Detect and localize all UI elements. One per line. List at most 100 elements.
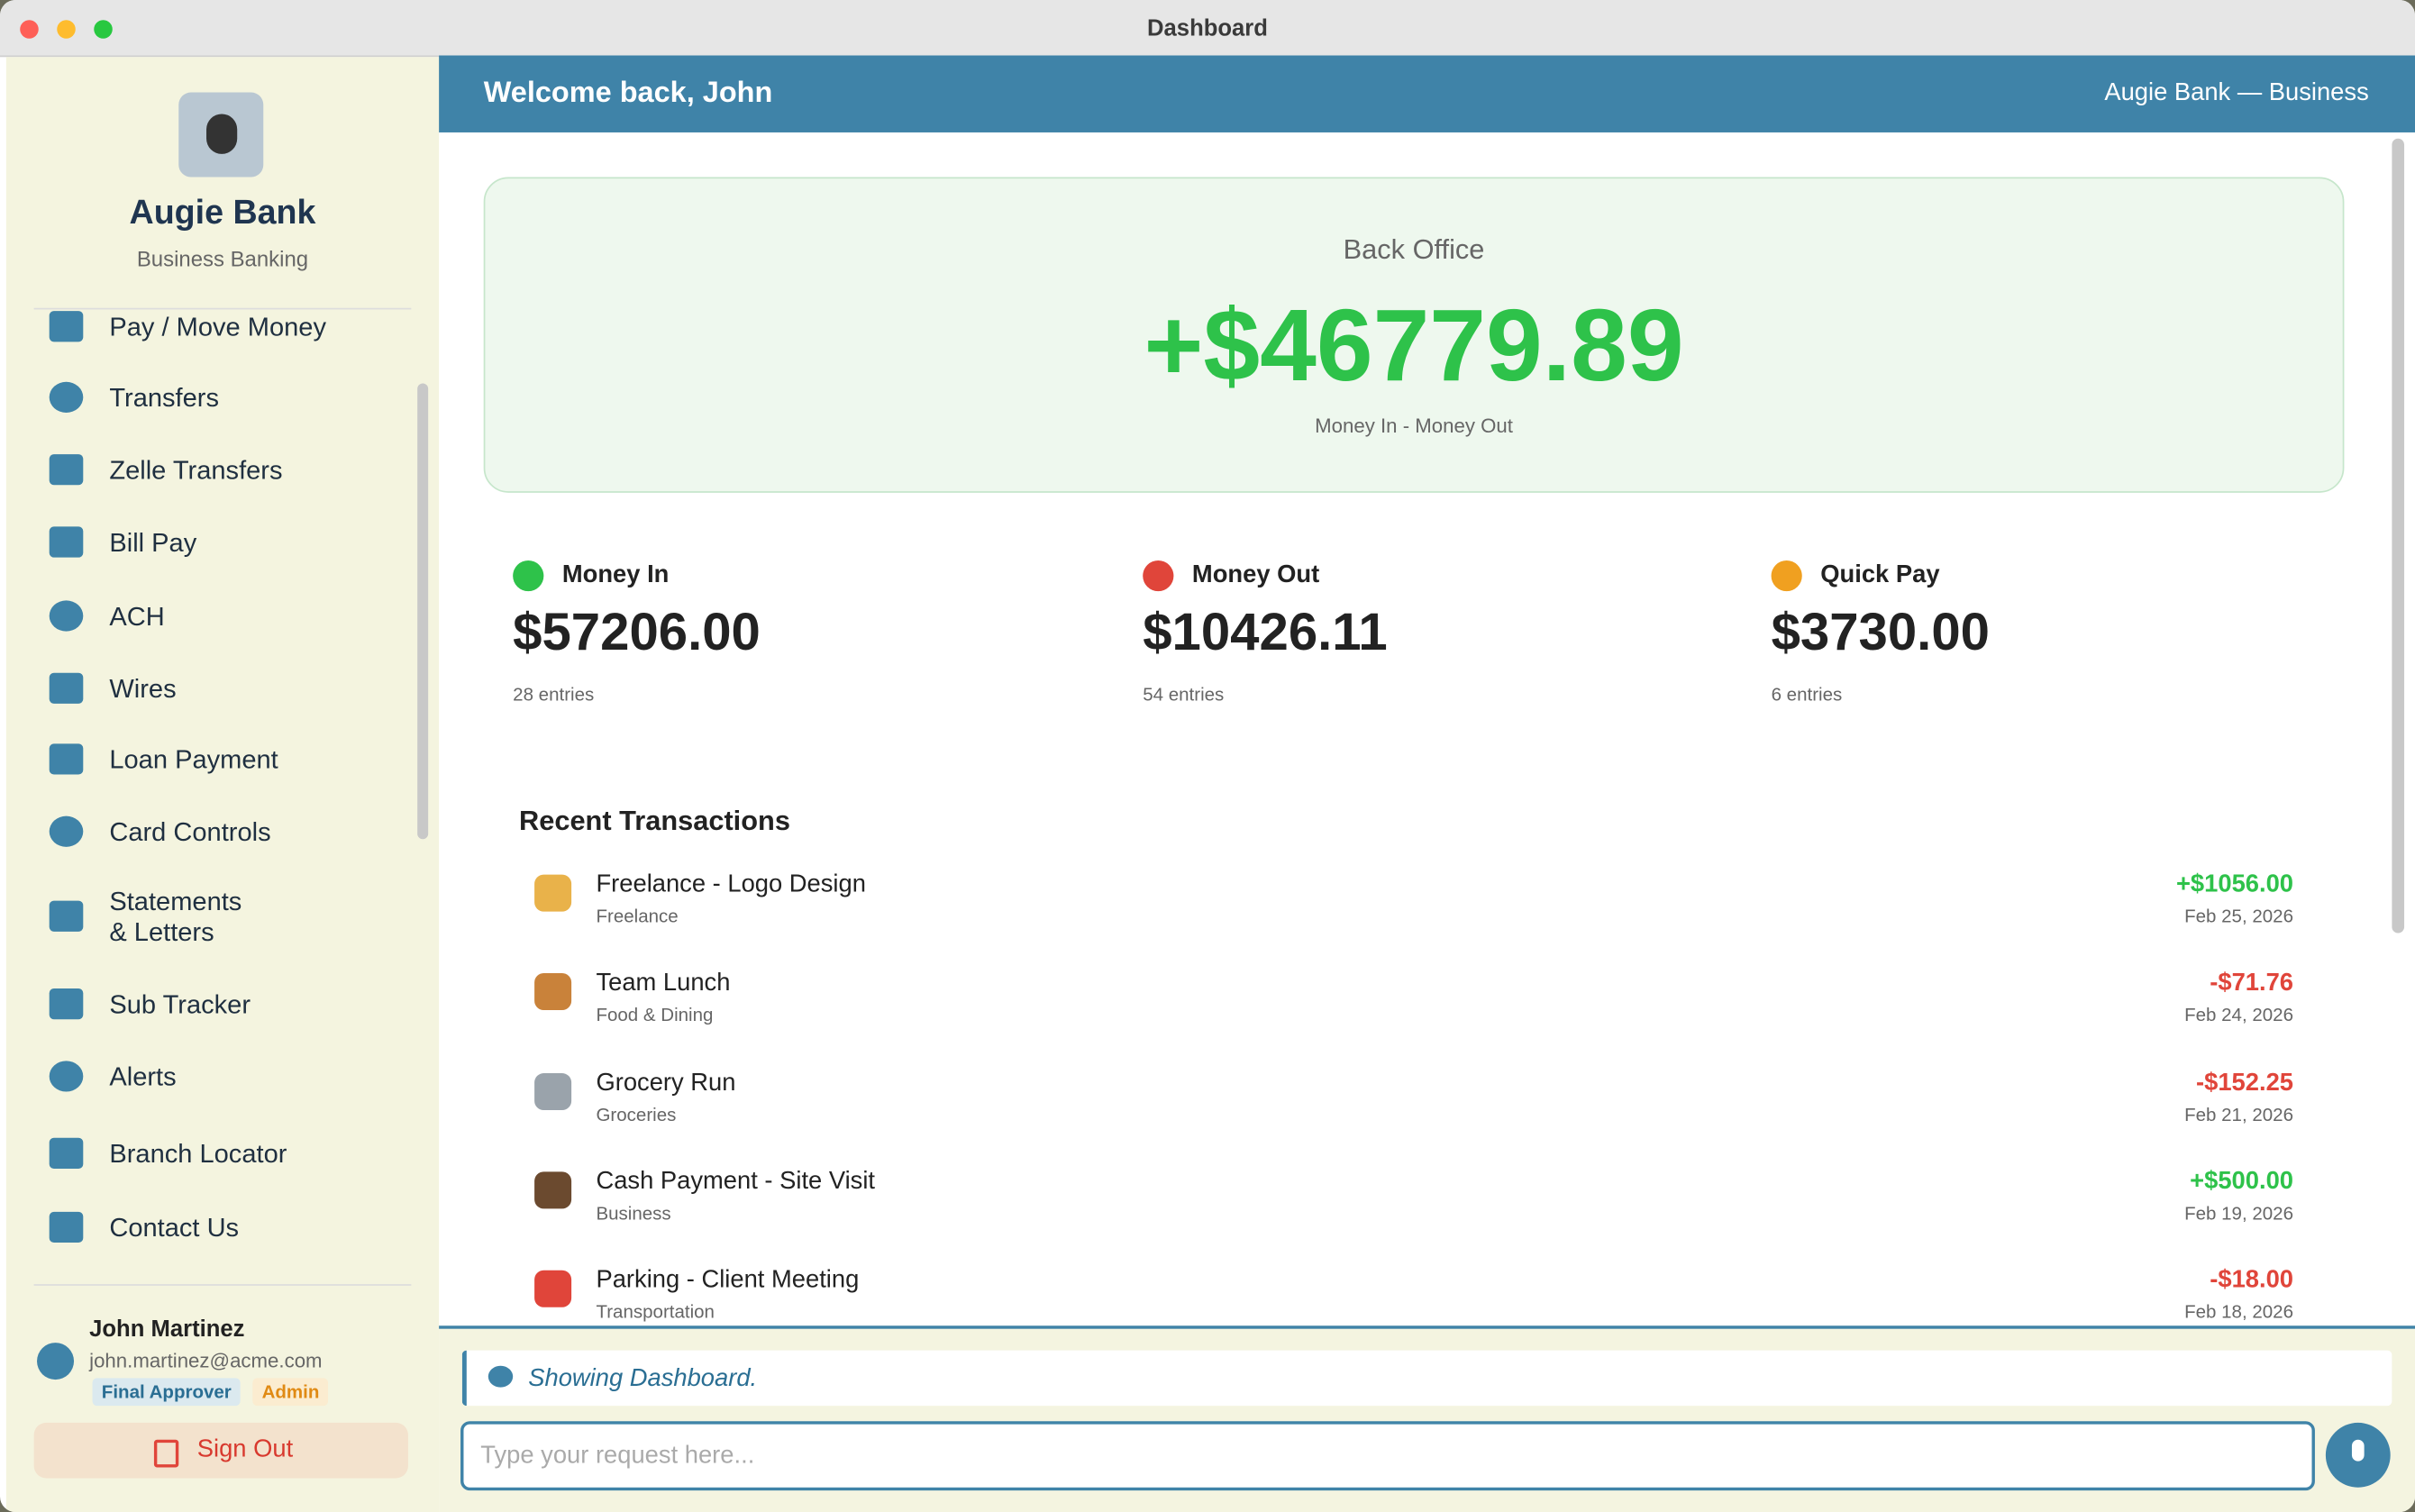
chat-panel: Showing Dashboard. Type your request her… [439, 1325, 2415, 1512]
stat-entries: 6 entries [1771, 683, 1843, 706]
transaction-category: Business [596, 1202, 671, 1225]
sign-out-button[interactable]: Sign Out [33, 1422, 408, 1479]
scrollbar [417, 383, 429, 840]
welcome: Welcome back, John [483, 77, 773, 110]
nav-icon [49, 988, 84, 1020]
logo [178, 92, 264, 178]
nav-item[interactable]: Sub Tracker [40, 975, 409, 1036]
transaction-row[interactable]: Grocery Run Groceries -$152.25 Feb 21, 2026 [519, 1070, 2293, 1156]
nav-label: Sub Tracker [109, 989, 251, 1020]
transactions-title: Recent Transactions [519, 805, 790, 836]
transaction-amount: -$71.76 [2210, 970, 2293, 997]
transaction-category: Transportation [596, 1301, 715, 1324]
brand-subtitle: Business Banking [136, 246, 309, 271]
mic-button[interactable] [2325, 1422, 2391, 1488]
nav-item[interactable]: Branch Locator [40, 1124, 409, 1185]
nav-icon [49, 815, 84, 847]
transaction-date: Feb 25, 2026 [2184, 905, 2293, 927]
sign-out-label: Sign Out [196, 1436, 294, 1463]
transaction-description: Team Lunch [596, 970, 731, 997]
zoom-button[interactable] [94, 20, 113, 39]
transaction-icon [534, 1271, 572, 1308]
user-name: John Martinez [89, 1316, 245, 1343]
role-badge: Admin [252, 1378, 329, 1407]
stat-entries: 54 entries [1143, 683, 1225, 706]
main-header: Welcome back, John Augie Bank — Business [439, 55, 2415, 132]
stat-label: Money Out [1191, 561, 1320, 588]
nav-icon [49, 454, 84, 486]
transaction-row[interactable]: Team Lunch Food & Dining -$71.76 Feb 24, 20… [519, 970, 2293, 1057]
nav-label: Alerts [109, 1062, 177, 1092]
nav-label: Statements & Letters [109, 887, 242, 947]
stat-entries: 28 entries [513, 683, 595, 706]
balance-card: Back Office +$46779.89 Money In - Money … [483, 177, 2345, 493]
transaction-icon [534, 1171, 572, 1209]
stat-label: Money In [561, 561, 670, 588]
transaction-icon [534, 1072, 572, 1110]
transaction-row[interactable]: Cash Payment - Site Visit Business +$500.0… [519, 1169, 2293, 1255]
nav-icon [49, 1137, 84, 1169]
stat-icon [1143, 560, 1174, 592]
nav-item[interactable]: Card Controls [40, 802, 409, 863]
transaction-amount: +$500.00 [2190, 1168, 2293, 1195]
nav-item[interactable]: Bill Pay [40, 513, 409, 574]
transaction-description: Freelance - Logo Design [596, 871, 866, 898]
stat: Money In $57206.00 28 entries [513, 558, 1067, 712]
transaction-row[interactable]: Parking - Client Meeting Transportation -$… [519, 1268, 2293, 1354]
transaction-date: Feb 24, 2026 [2184, 1004, 2293, 1026]
nav-item[interactable]: Pay / Move Money [40, 297, 409, 359]
nav-item[interactable]: ACH [40, 587, 409, 648]
user-email: john.martinez@acme.com [89, 1348, 323, 1372]
transaction-category: Food & Dining [596, 1004, 714, 1026]
transaction-category: Freelance [596, 905, 679, 927]
balance-title: Back Office [1343, 233, 1485, 265]
status-box: Showing Dashboard. [461, 1350, 2392, 1407]
sidebar: Augie Bank Business Banking Pay / Move M… [5, 57, 440, 1512]
nav-icon [49, 526, 84, 558]
nav-label: Bill Pay [109, 528, 197, 558]
nav-label: Contact Us [109, 1213, 240, 1243]
transaction-row[interactable]: Freelance - Logo Design Freelance +$1056.0… [519, 871, 2293, 958]
brand: Augie Bank [129, 192, 316, 232]
nav-icon [49, 311, 84, 342]
transaction-amount: +$1056.00 [2175, 871, 2293, 898]
nav-item[interactable]: Statements & Letters [40, 871, 409, 961]
nav-icon [49, 381, 84, 413]
input-placeholder: Type your request here... [480, 1443, 755, 1470]
nav-label: Branch Locator [109, 1139, 287, 1169]
transaction-amount: -$152.25 [2196, 1069, 2293, 1096]
nav-item[interactable]: Alerts [40, 1047, 409, 1108]
nav-item[interactable]: Loan Payment [40, 730, 409, 791]
nav-item[interactable]: Contact Us [40, 1198, 409, 1259]
transaction-amount: -$18.00 [2210, 1267, 2293, 1294]
nav-label: Pay / Move Money [109, 312, 326, 342]
stat-amount: $3730.00 [1771, 603, 1990, 662]
close-button[interactable] [20, 20, 39, 39]
nav-item[interactable]: Zelle Transfers [40, 441, 409, 502]
nav-label: Card Controls [109, 817, 271, 847]
transaction-description: Cash Payment - Site Visit [596, 1168, 876, 1195]
stat: Quick Pay $3730.00 6 entries [1771, 558, 2326, 712]
transaction-icon [534, 874, 572, 912]
nav-icon [49, 672, 84, 704]
nav-item[interactable]: Transfers [40, 368, 409, 429]
transaction-date: Feb 21, 2026 [2184, 1103, 2293, 1125]
minimize-button[interactable] [57, 20, 76, 39]
balance-caption: Money In - Money Out [1315, 414, 1513, 438]
transaction-description: Parking - Client Meeting [596, 1267, 860, 1294]
stat-amount: $10426.11 [1143, 603, 1388, 662]
status-text: Showing Dashboard. [528, 1365, 758, 1392]
divider [33, 1284, 412, 1286]
transaction-date: Feb 19, 2026 [2184, 1202, 2293, 1225]
balance-amount: +$46779.89 [1144, 287, 1684, 402]
nav-icon [49, 1211, 84, 1243]
stat: Money Out $10426.11 54 entries [1143, 558, 1697, 712]
title-bar: Dashboard [0, 0, 2415, 58]
transaction-icon [534, 973, 572, 1011]
user-avatar [37, 1343, 75, 1380]
nav-label: ACH [109, 602, 165, 632]
nav-item[interactable]: Wires [40, 659, 409, 720]
divider [33, 307, 412, 310]
request-input[interactable]: Type your request here... [460, 1421, 2315, 1491]
